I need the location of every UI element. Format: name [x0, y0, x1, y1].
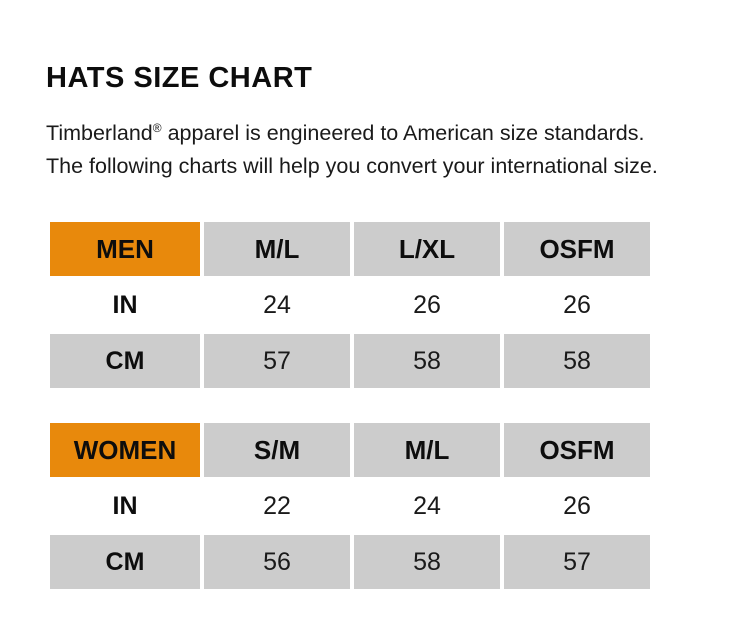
- women-header-size-2: M/L: [354, 423, 500, 477]
- men-size-table: MEN M/L L/XL OSFM IN 24 26 26 CM 57: [46, 222, 654, 388]
- table-row: CM 56 58 57: [50, 535, 650, 589]
- intro-body-text: apparel is engineered to American size s…: [46, 120, 658, 178]
- women-cm-value-2: 58: [354, 535, 500, 589]
- men-cm-value-1: 57: [204, 334, 350, 388]
- women-header-size-3: OSFM: [504, 423, 650, 477]
- women-in-value-3: 26: [504, 479, 650, 533]
- registered-trademark-icon: ®: [152, 120, 162, 135]
- women-cm-value-1: 56: [204, 535, 350, 589]
- women-in-unit: IN: [50, 479, 200, 533]
- men-in-value-3: 26: [504, 278, 650, 332]
- women-in-value-1: 22: [204, 479, 350, 533]
- women-header-label: WOMEN: [50, 423, 200, 477]
- men-in-unit: IN: [50, 278, 200, 332]
- intro-brand-text: Timberland: [46, 120, 153, 145]
- table-header-row: WOMEN S/M M/L OSFM: [50, 423, 650, 477]
- men-cm-value-3: 58: [504, 334, 650, 388]
- men-header-label: MEN: [50, 222, 200, 276]
- men-in-value-2: 26: [354, 278, 500, 332]
- men-cm-value-2: 58: [354, 334, 500, 388]
- women-in-value-2: 24: [354, 479, 500, 533]
- table-header-row: MEN M/L L/XL OSFM: [50, 222, 650, 276]
- intro-paragraph: Timberland® apparel is engineered to Ame…: [46, 117, 671, 183]
- men-in-value-1: 24: [204, 278, 350, 332]
- men-header-size-1: M/L: [204, 222, 350, 276]
- table-row: IN 22 24 26: [50, 479, 650, 533]
- women-header-size-1: S/M: [204, 423, 350, 477]
- table-row: IN 24 26 26: [50, 278, 650, 332]
- women-cm-value-3: 57: [504, 535, 650, 589]
- page-title: HATS SIZE CHART: [46, 62, 313, 95]
- men-cm-unit: CM: [50, 334, 200, 388]
- women-cm-unit: CM: [50, 535, 200, 589]
- men-header-size-2: L/XL: [354, 222, 500, 276]
- men-header-size-3: OSFM: [504, 222, 650, 276]
- women-size-table: WOMEN S/M M/L OSFM IN 22 24 26 CM 56: [46, 423, 654, 589]
- table-row: CM 57 58 58: [50, 334, 650, 388]
